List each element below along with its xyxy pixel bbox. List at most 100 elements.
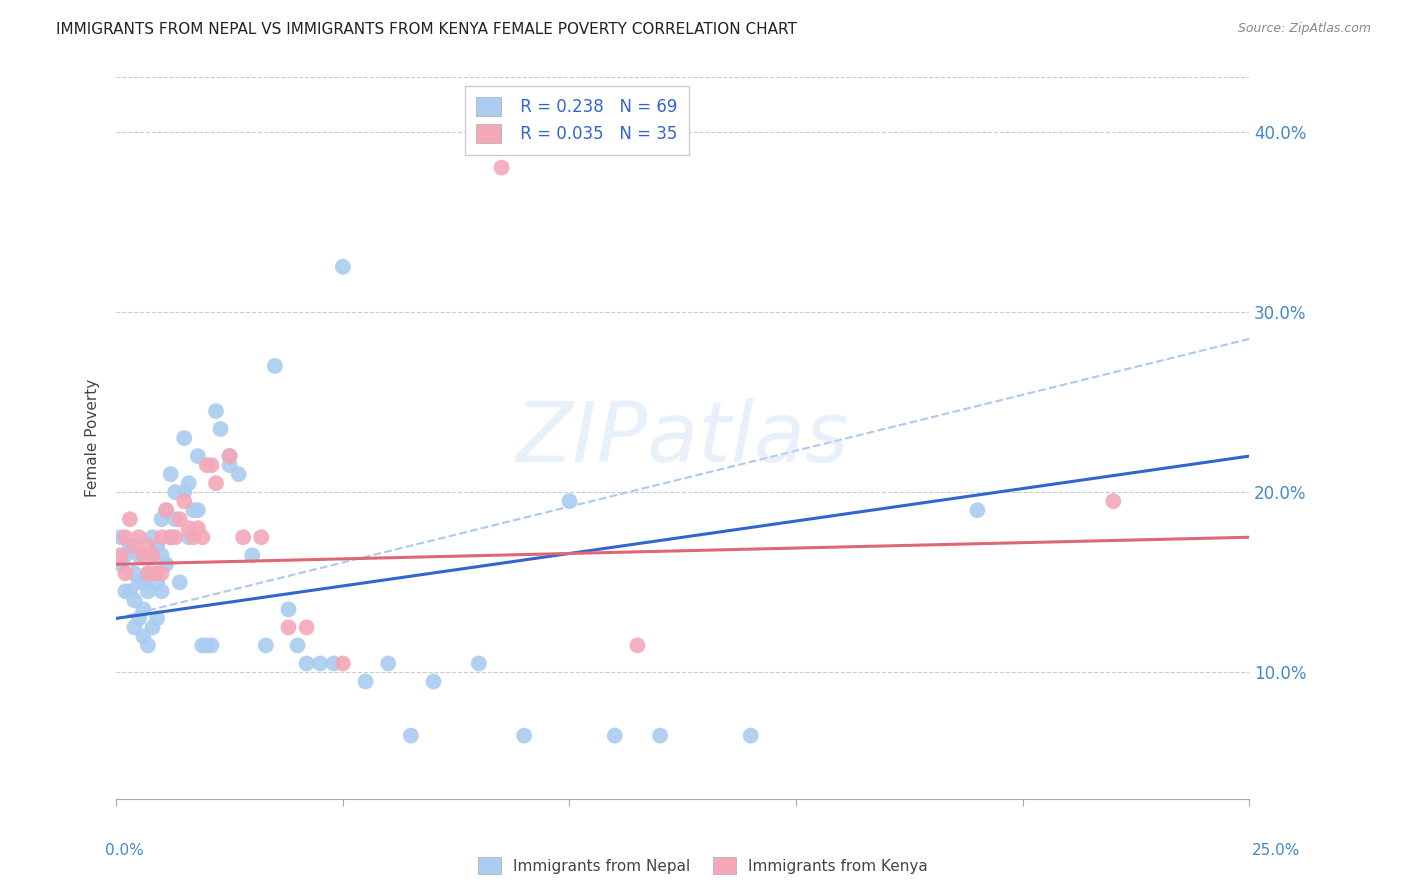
Point <box>377 657 399 671</box>
Point <box>277 620 299 634</box>
Point <box>218 449 240 463</box>
Point <box>132 602 155 616</box>
Point <box>150 566 173 581</box>
Point <box>200 639 222 653</box>
Point <box>114 584 136 599</box>
Point <box>295 620 318 634</box>
Point <box>110 530 132 544</box>
Point <box>150 530 173 544</box>
Point <box>205 476 228 491</box>
Point <box>332 657 354 671</box>
Point <box>254 639 277 653</box>
Point <box>966 503 988 517</box>
Point <box>322 657 344 671</box>
Point <box>250 530 273 544</box>
Point <box>287 639 309 653</box>
Point <box>200 458 222 472</box>
Point <box>513 729 536 743</box>
Point <box>146 566 169 581</box>
Point <box>218 458 240 472</box>
Point <box>155 503 177 517</box>
Point <box>191 530 214 544</box>
Point <box>141 566 163 581</box>
Point <box>136 566 159 581</box>
Point <box>136 539 159 553</box>
Point <box>295 657 318 671</box>
Point <box>124 593 146 607</box>
Point <box>181 530 204 544</box>
Point <box>399 729 422 743</box>
Point <box>191 639 214 653</box>
Point <box>132 575 155 590</box>
Point <box>232 530 254 544</box>
Point <box>159 530 181 544</box>
Point <box>150 584 173 599</box>
Point <box>187 521 209 535</box>
Point <box>173 485 195 500</box>
Point <box>165 530 187 544</box>
Point <box>150 549 173 563</box>
Point <box>118 539 141 553</box>
Point <box>309 657 332 671</box>
Point <box>177 530 200 544</box>
Point <box>240 549 263 563</box>
Point <box>195 458 218 472</box>
Text: ZIPatlas: ZIPatlas <box>516 398 849 479</box>
Point <box>558 494 581 508</box>
Point <box>264 359 287 373</box>
Point <box>422 674 444 689</box>
Point <box>132 629 155 643</box>
Point <box>603 729 626 743</box>
Point <box>124 620 146 634</box>
Point <box>136 584 159 599</box>
Point <box>195 639 218 653</box>
Legend: Immigrants from Nepal, Immigrants from Kenya: Immigrants from Nepal, Immigrants from K… <box>472 851 934 880</box>
Point <box>209 422 232 436</box>
Point <box>128 530 150 544</box>
Point <box>136 639 159 653</box>
Point <box>136 566 159 581</box>
Point <box>118 512 141 526</box>
Point <box>626 639 648 653</box>
Point <box>146 575 169 590</box>
Point <box>159 467 181 482</box>
Legend:  R = 0.238   N = 69,  R = 0.035   N = 35: R = 0.238 N = 69, R = 0.035 N = 35 <box>464 86 689 155</box>
Point <box>165 485 187 500</box>
Point <box>648 729 671 743</box>
Y-axis label: Female Poverty: Female Poverty <box>86 379 100 497</box>
Point <box>491 161 513 175</box>
Point <box>169 575 191 590</box>
Point <box>118 584 141 599</box>
Point <box>468 657 491 671</box>
Point <box>110 549 132 563</box>
Point <box>187 503 209 517</box>
Point <box>181 503 204 517</box>
Point <box>141 530 163 544</box>
Point <box>110 558 132 572</box>
Point <box>124 539 146 553</box>
Point <box>132 549 155 563</box>
Point <box>114 549 136 563</box>
Point <box>173 494 195 508</box>
Point <box>141 549 163 563</box>
Text: 0.0%: 0.0% <box>105 843 145 858</box>
Point <box>187 449 209 463</box>
Point <box>155 503 177 517</box>
Point <box>128 611 150 625</box>
Point <box>169 512 191 526</box>
Point <box>165 512 187 526</box>
Point <box>177 521 200 535</box>
Point <box>146 611 169 625</box>
Text: 25.0%: 25.0% <box>1253 843 1301 858</box>
Point <box>354 674 377 689</box>
Point <box>141 549 163 563</box>
Point <box>218 449 240 463</box>
Point <box>205 404 228 418</box>
Point <box>155 558 177 572</box>
Point <box>114 566 136 581</box>
Text: Source: ZipAtlas.com: Source: ZipAtlas.com <box>1237 22 1371 36</box>
Point <box>124 566 146 581</box>
Point <box>177 476 200 491</box>
Text: IMMIGRANTS FROM NEPAL VS IMMIGRANTS FROM KENYA FEMALE POVERTY CORRELATION CHART: IMMIGRANTS FROM NEPAL VS IMMIGRANTS FROM… <box>56 22 797 37</box>
Point <box>159 530 181 544</box>
